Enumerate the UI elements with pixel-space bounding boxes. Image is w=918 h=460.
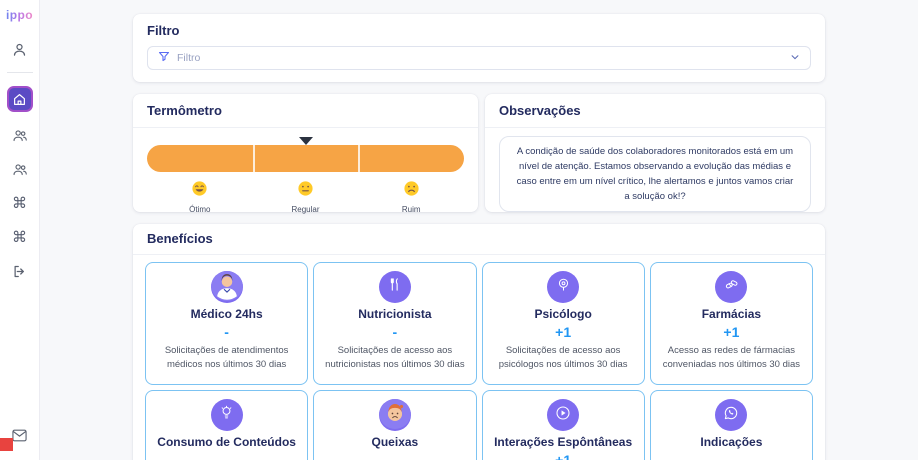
benefit-avatar	[547, 271, 580, 303]
neutral-face-icon	[297, 180, 314, 202]
benefit-title: Consumo de Conteúdos	[157, 435, 296, 449]
pills-icon	[724, 277, 739, 297]
sidebar-item-team-2[interactable]	[7, 157, 33, 181]
benefit-title: Queixas	[371, 435, 419, 449]
observations-section: Observações A condição de saúde dos cola…	[485, 94, 825, 212]
users-icon	[12, 162, 28, 177]
doctor-icon	[210, 271, 243, 303]
home-icon	[13, 93, 26, 106]
benefit-card-queixas: Queixas - Queixas e dores relatadas nos …	[313, 390, 477, 460]
whatsapp-icon	[723, 405, 739, 426]
benefit-value: -	[224, 324, 229, 340]
bar-separator	[252, 145, 255, 172]
observations-title: Observações	[499, 103, 581, 118]
status-row: Termômetro Ótimo	[133, 94, 825, 214]
chevron-down-icon[interactable]	[790, 49, 800, 67]
mood-label: Ótimo	[189, 205, 211, 214]
observations-text: A condição de saúde dos colaboradores mo…	[516, 145, 794, 203]
benefit-title: Indicações	[700, 435, 763, 449]
benefit-value: -	[729, 452, 734, 460]
sidebar-item-team-1[interactable]	[7, 123, 33, 147]
benefits-section: Benefícios Médico 24hs - Solicitações de…	[133, 224, 825, 460]
benefit-description: Acesso as redes de fármacias conveniadas…	[662, 345, 801, 371]
command-icon: ⌘	[12, 194, 27, 212]
thermometer-pointer-icon	[298, 137, 313, 145]
benefit-title: Psicólogo	[534, 307, 592, 321]
mood-ruim: Ruim	[358, 180, 464, 214]
sidebar-item-logout[interactable]	[7, 259, 33, 283]
benefits-grid: Médico 24hs - Solicitações de atendiment…	[133, 255, 825, 460]
thermometer-title: Termômetro	[147, 103, 222, 118]
benefit-value: -	[224, 452, 229, 460]
benefit-description: Solicitações de atendimentos médicos nos…	[164, 345, 289, 371]
mood-label: Regular	[291, 205, 320, 214]
thermometer-section: Termômetro Ótimo	[133, 94, 478, 214]
mail-button[interactable]	[7, 423, 33, 447]
filter-section: Filtro Filtro	[133, 14, 825, 82]
benefit-avatar	[210, 271, 243, 303]
mood-otimo: Ótimo	[147, 180, 253, 214]
thermometer-bar	[147, 137, 464, 172]
filter-placeholder: Filtro	[177, 52, 201, 64]
main-content: Filtro Filtro Termômetro	[40, 0, 918, 460]
benefit-avatar	[715, 399, 748, 431]
benefit-card-psicologo: Psicólogo +1 Solicitações de acesso aos …	[481, 262, 645, 385]
sidebar-item-commands-2[interactable]: ⌘	[7, 225, 33, 249]
benefit-card-medico: Médico 24hs - Solicitações de atendiment…	[145, 262, 309, 385]
benefit-card-farmacias: Farmácias +1 Acesso as redes de fármacia…	[649, 262, 813, 385]
benefit-title: Médico 24hs	[190, 307, 263, 321]
benefit-value: -	[392, 324, 398, 340]
benefit-card-conteudos: Consumo de Conteúdos - Consumo de conteú…	[145, 390, 309, 460]
cutlery-icon	[387, 277, 402, 297]
benefit-card-interacoes: Interações Espôntâneas +1 Interações ati…	[481, 390, 645, 460]
observations-box: A condição de saúde dos colaboradores mo…	[499, 136, 811, 212]
benefit-description: Solicitações de acesso aos nutricionista…	[325, 345, 465, 371]
lightbulb-icon	[219, 405, 234, 425]
mail-icon	[12, 429, 27, 442]
benefit-description: Solicitações de acesso aos psicólogos no…	[498, 345, 628, 371]
benefit-value: +1	[555, 324, 572, 340]
funnel-icon	[158, 49, 170, 67]
benefit-title: Farmácias	[701, 307, 762, 321]
sneezing-face-icon	[378, 399, 411, 431]
benefit-avatar	[715, 271, 748, 303]
sad-face-icon	[403, 180, 420, 202]
benefit-avatar	[210, 399, 243, 431]
sidebar-item-profile[interactable]	[7, 37, 33, 61]
benefit-avatar	[547, 399, 580, 431]
logout-icon	[12, 264, 27, 279]
benefit-avatar	[378, 271, 411, 303]
user-icon	[12, 42, 27, 57]
users-icon	[12, 128, 28, 143]
play-icon	[555, 405, 571, 426]
bar-separator	[358, 145, 361, 172]
app-logo: ippo	[6, 8, 33, 22]
benefit-avatar	[378, 399, 411, 431]
benefit-title: Interações Espôntâneas	[494, 435, 633, 449]
recording-indicator	[0, 438, 13, 451]
filter-title: Filtro	[147, 23, 180, 38]
mood-label: Ruim	[401, 205, 421, 214]
sidebar: ippo ⌘ ⌘	[0, 0, 40, 460]
filter-dropdown[interactable]: Filtro	[147, 46, 811, 70]
benefit-card-indicacoes: Indicações - Indicações de novos usuário…	[649, 390, 813, 460]
psychologist-icon	[556, 277, 571, 297]
sidebar-item-commands-1[interactable]: ⌘	[7, 191, 33, 215]
benefit-title: Nutricionista	[358, 307, 432, 321]
command-icon: ⌘	[12, 228, 27, 246]
benefits-title: Benefícios	[147, 231, 213, 246]
benefit-card-nutricionista: Nutricionista - Solicitações de acesso a…	[313, 262, 477, 385]
sidebar-divider	[6, 72, 33, 73]
sidebar-item-home[interactable]	[6, 86, 33, 112]
benefit-value: -	[392, 452, 398, 460]
mood-regular: Regular	[253, 180, 359, 214]
happy-face-icon	[191, 180, 208, 202]
benefit-value: +1	[723, 324, 740, 340]
benefit-value: +1	[555, 452, 572, 460]
